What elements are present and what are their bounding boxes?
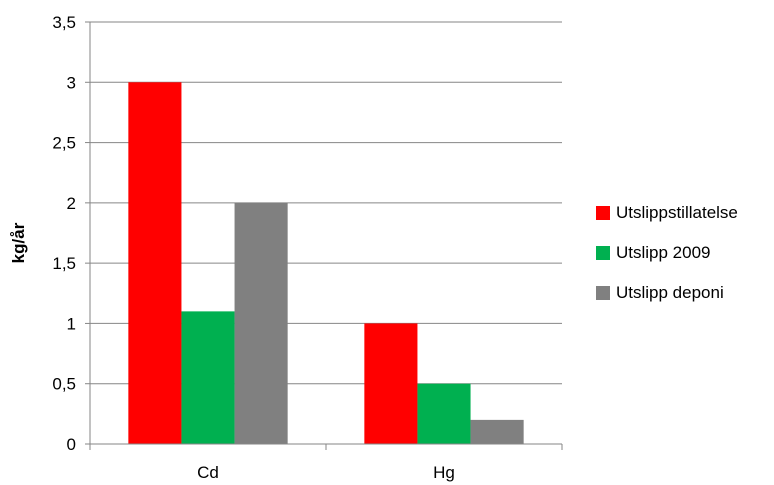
bars (128, 82, 524, 445)
y-tick-label: 0 (67, 435, 76, 454)
y-tick-label: 2 (67, 194, 76, 213)
y-axis-label: kg/år (9, 222, 28, 263)
legend-swatch (596, 286, 610, 300)
bar-cd-0 (128, 82, 182, 445)
legend-label: Utslippstillatelse (616, 203, 738, 222)
x-tick-label: Hg (433, 463, 455, 482)
bar-cd-1 (181, 311, 235, 444)
y-tick-label: 1,5 (52, 254, 76, 273)
y-tick-label: 3 (67, 73, 76, 92)
legend-item: Utslipp deponi (596, 273, 738, 313)
bar-hg-0 (364, 323, 418, 444)
y-tick-label: 0,5 (52, 375, 76, 394)
bar-cd-2 (234, 202, 288, 444)
y-tick-labels: 0 0,5 1 1,5 2 2,5 3 3,5 (52, 13, 76, 454)
bar-hg-1 (417, 383, 471, 444)
x-tick-labels: Cd Hg (197, 463, 455, 482)
legend-label: Utslipp deponi (616, 283, 724, 302)
legend-item: Utslippstillatelse (596, 193, 738, 233)
y-tick-label: 3,5 (52, 13, 76, 32)
bar-hg-2 (470, 419, 524, 444)
legend-swatch (596, 206, 610, 220)
legend-label: Utslipp 2009 (616, 243, 711, 262)
legend-swatch (596, 246, 610, 260)
legend: Utslippstillatelse Utslipp 2009 Utslipp … (596, 193, 738, 313)
axes (85, 21, 563, 450)
y-tick-label: 2,5 (52, 134, 76, 153)
y-tick-label: 1 (67, 314, 76, 333)
legend-item: Utslipp 2009 (596, 233, 738, 273)
x-tick-label: Cd (197, 463, 219, 482)
